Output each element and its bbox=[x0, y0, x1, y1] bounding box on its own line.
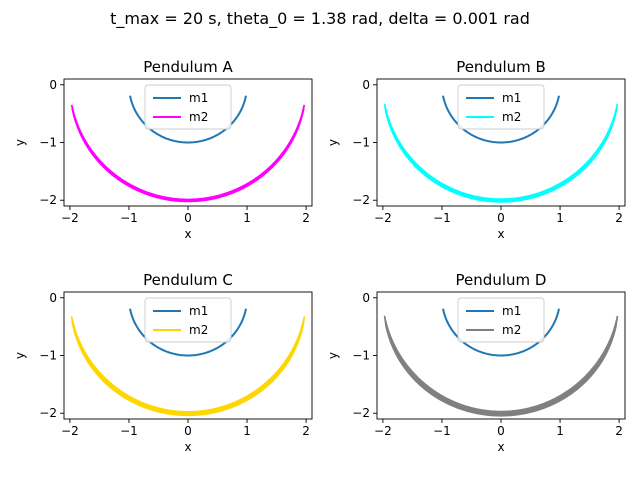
legend-label-m2: m2 bbox=[502, 110, 521, 124]
x-tick-label: −2 bbox=[61, 211, 79, 225]
x-tick-label: −1 bbox=[120, 424, 138, 438]
x-axis-label: x bbox=[184, 227, 191, 241]
x-tick-label: 2 bbox=[302, 211, 310, 225]
series-line-m1 bbox=[442, 308, 560, 357]
series-line-m2 bbox=[383, 103, 619, 200]
x-tick-label: 1 bbox=[556, 211, 564, 225]
legend-label-m1: m1 bbox=[189, 304, 208, 318]
legend-box bbox=[457, 84, 545, 130]
subplot-title: Pendulum A bbox=[143, 58, 233, 76]
x-tick-label: 2 bbox=[302, 424, 310, 438]
subplot-title: Pendulum B bbox=[456, 58, 546, 76]
y-axis-label: y bbox=[326, 139, 340, 146]
y-tick-label: 0 bbox=[49, 78, 57, 92]
legend-label-m1: m1 bbox=[502, 304, 521, 318]
series-line-m1 bbox=[129, 308, 247, 357]
y-tick-label: −1 bbox=[352, 349, 370, 363]
legend-box bbox=[144, 84, 232, 130]
x-tick-label: −1 bbox=[433, 211, 451, 225]
x-tick-label: 0 bbox=[184, 211, 192, 225]
legend-label-m2: m2 bbox=[502, 323, 521, 337]
y-axis-label: y bbox=[13, 139, 27, 146]
plot-area bbox=[70, 95, 306, 203]
figure-suptitle: t_max = 20 s, theta_0 = 1.38 rad, delta … bbox=[110, 9, 530, 29]
y-tick-label: −2 bbox=[352, 193, 370, 207]
x-tick-label: 0 bbox=[184, 424, 192, 438]
y-axis-label: y bbox=[13, 352, 27, 359]
plot-area bbox=[70, 308, 306, 417]
legend-box bbox=[457, 297, 545, 343]
x-tick-label: 1 bbox=[243, 424, 251, 438]
x-tick-label: −1 bbox=[120, 211, 138, 225]
legend-label-m1: m1 bbox=[189, 91, 208, 105]
legend-label-m2: m2 bbox=[189, 110, 208, 124]
x-tick-label: 1 bbox=[243, 211, 251, 225]
legend-label-m1: m1 bbox=[502, 91, 521, 105]
y-tick-label: 0 bbox=[49, 291, 57, 305]
legend-label-m2: m2 bbox=[189, 323, 208, 337]
y-tick-label: −1 bbox=[39, 136, 57, 150]
subplot-title: Pendulum C bbox=[143, 271, 233, 289]
y-tick-label: 0 bbox=[362, 78, 370, 92]
x-tick-label: 0 bbox=[497, 211, 505, 225]
series-line-m2 bbox=[70, 316, 306, 413]
series-line-m2 bbox=[383, 315, 619, 413]
y-tick-label: −1 bbox=[39, 349, 57, 363]
y-tick-label: 0 bbox=[362, 291, 370, 305]
legend-box bbox=[144, 297, 232, 343]
series-line-m2 bbox=[70, 104, 306, 201]
y-tick-label: −2 bbox=[352, 406, 370, 420]
plot-area bbox=[383, 308, 619, 417]
x-tick-label: −1 bbox=[433, 424, 451, 438]
series-line-m1 bbox=[129, 95, 247, 144]
y-axis-label: y bbox=[326, 352, 340, 359]
x-tick-label: −2 bbox=[374, 211, 392, 225]
x-tick-label: 1 bbox=[556, 424, 564, 438]
x-tick-label: −2 bbox=[374, 424, 392, 438]
y-tick-label: −1 bbox=[352, 136, 370, 150]
x-tick-label: 2 bbox=[615, 211, 623, 225]
x-tick-label: 0 bbox=[497, 424, 505, 438]
subplot-title: Pendulum D bbox=[456, 271, 547, 289]
x-axis-label: x bbox=[497, 227, 504, 241]
y-tick-label: −2 bbox=[39, 406, 57, 420]
y-tick-label: −2 bbox=[39, 193, 57, 207]
plot-area bbox=[383, 95, 619, 203]
x-axis-label: x bbox=[497, 440, 504, 454]
x-axis-label: x bbox=[184, 440, 191, 454]
x-tick-label: 2 bbox=[615, 424, 623, 438]
series-line-m1 bbox=[442, 95, 560, 144]
x-tick-label: −2 bbox=[61, 424, 79, 438]
